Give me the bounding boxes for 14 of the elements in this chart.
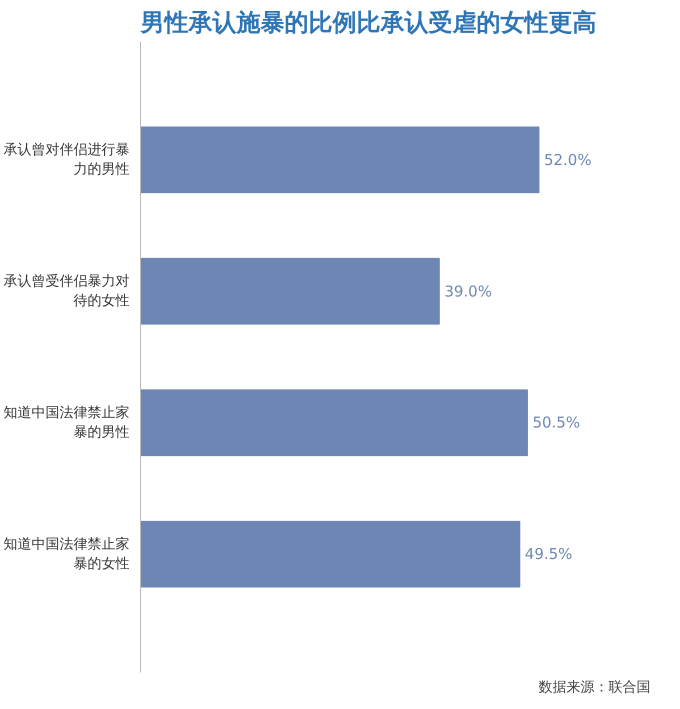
y-tick-label: 知道中国法律禁止家暴的男性 — [4, 405, 130, 440]
data-label: 50.5% — [532, 414, 580, 432]
y-tick-label: 承认曾受伴侣暴力对待的女性 — [4, 274, 130, 309]
bar — [140, 126, 540, 194]
bar — [140, 389, 528, 456]
source-note: 数据来源：联合国 — [538, 680, 650, 696]
y-tick-label: 承认曾对伴侣进行暴力的男性 — [4, 142, 130, 178]
data-label: 39.0% — [444, 282, 492, 300]
bar — [140, 258, 440, 325]
bar — [140, 520, 520, 588]
y-tick-label: 知道中国法律禁止家暴的女性 — [4, 536, 130, 572]
chart-title: 男性承认施暴的比例比承认受虐的女性更高 — [140, 8, 596, 36]
data-label: 49.5% — [524, 545, 572, 564]
data-label: 52.0% — [544, 150, 592, 169]
